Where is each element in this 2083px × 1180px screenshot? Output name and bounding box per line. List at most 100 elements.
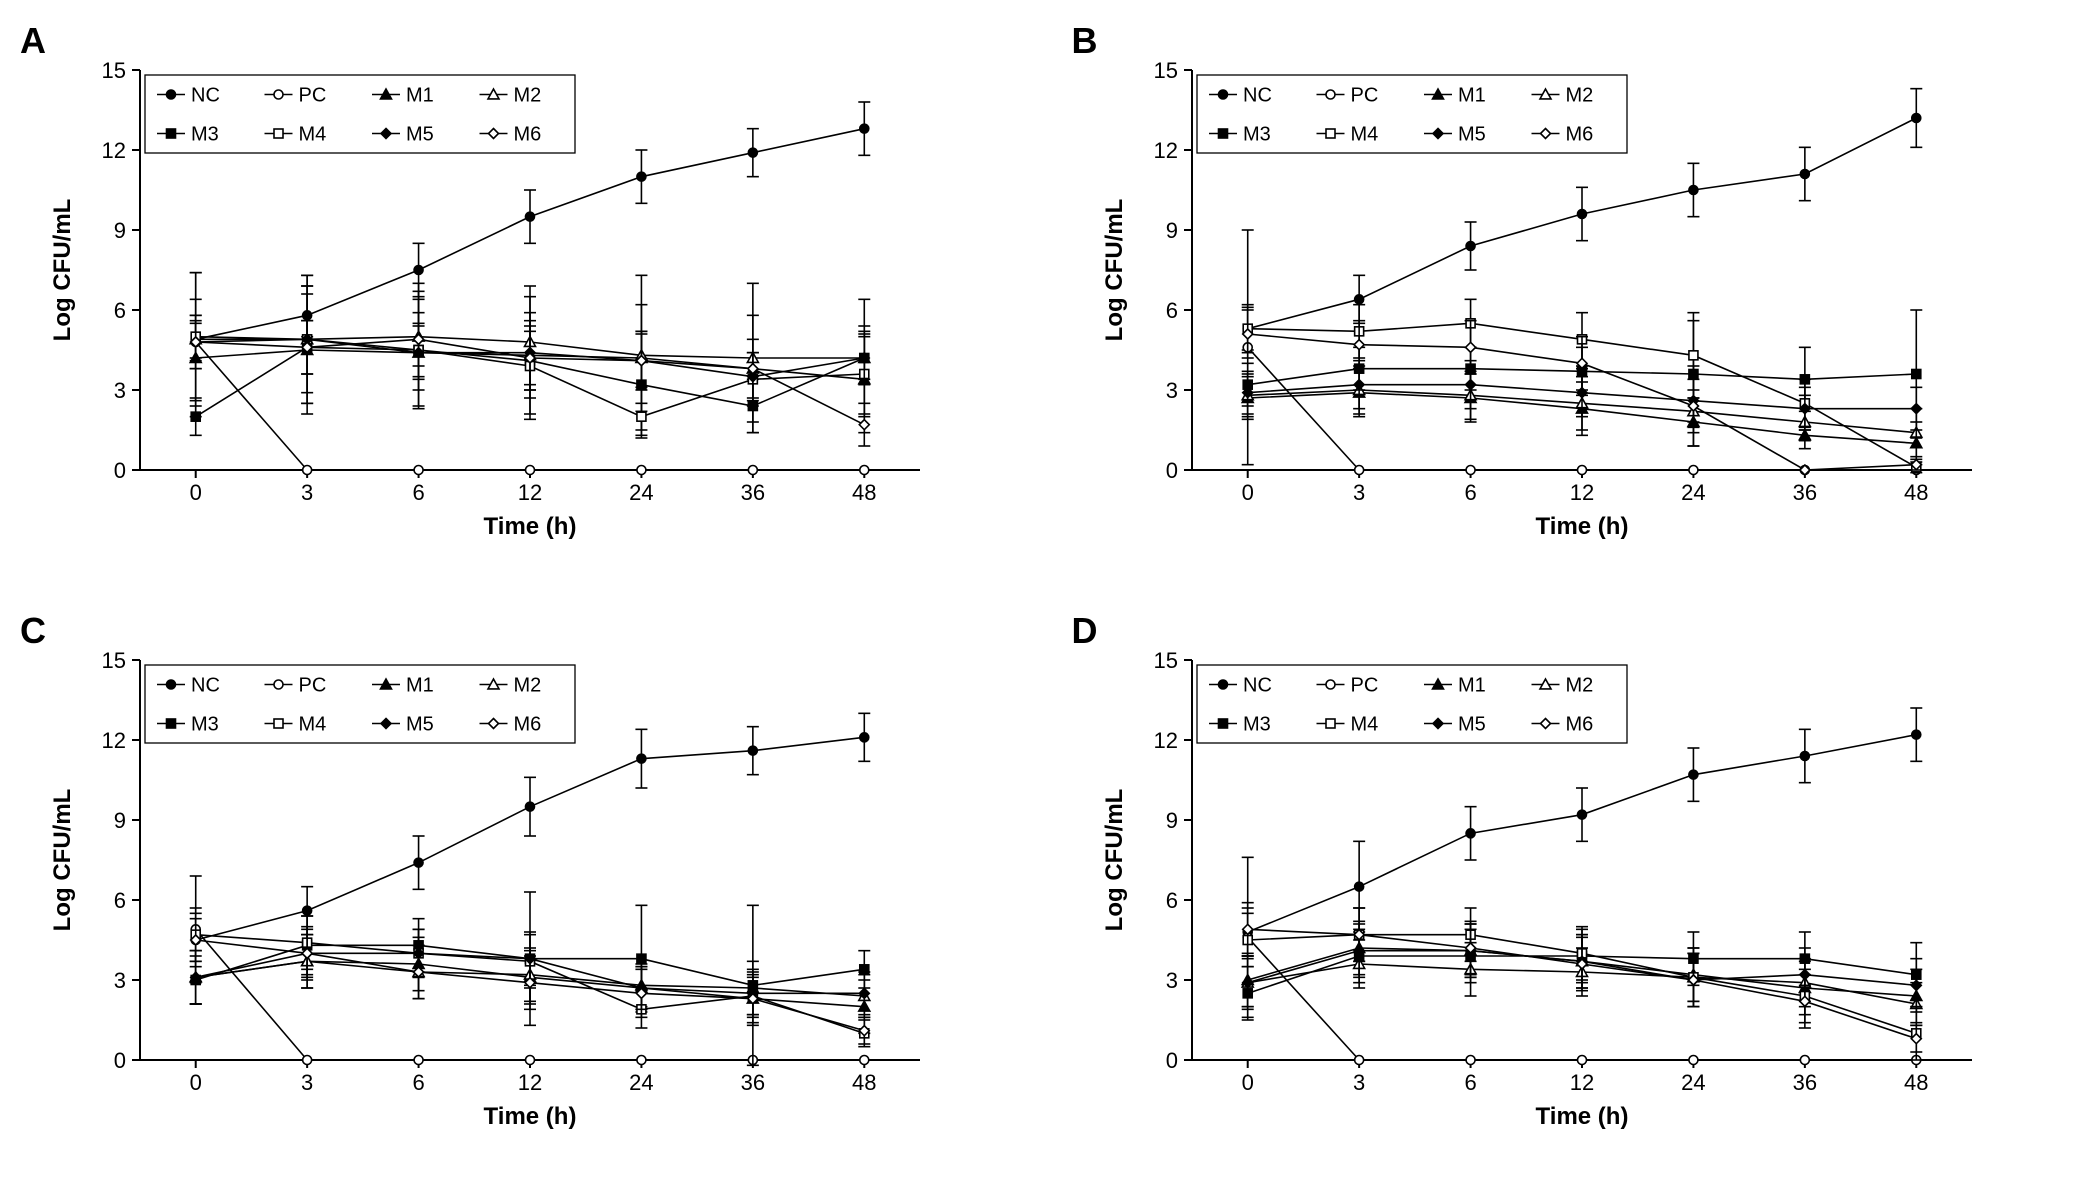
svg-text:6: 6 xyxy=(1165,888,1177,913)
svg-text:12: 12 xyxy=(102,728,126,753)
legend: NCPCM1M2M3M4M5M6 xyxy=(1197,665,1627,743)
svg-text:Log CFU/mL: Log CFU/mL xyxy=(1101,789,1128,932)
chart-A: 0369121503612243648Time (h)Log CFU/mLNCP… xyxy=(20,20,950,560)
series-M6 xyxy=(1241,903,1922,1052)
svg-text:9: 9 xyxy=(1165,218,1177,243)
svg-text:6: 6 xyxy=(412,480,424,505)
svg-text:M5: M5 xyxy=(406,124,434,146)
svg-text:12: 12 xyxy=(1569,1070,1593,1095)
svg-text:Log CFU/mL: Log CFU/mL xyxy=(49,789,76,932)
svg-text:12: 12 xyxy=(518,480,542,505)
svg-text:0: 0 xyxy=(1241,1070,1253,1095)
svg-text:NC: NC xyxy=(1243,85,1272,107)
panel-label-D: D xyxy=(1072,610,1098,652)
svg-text:M4: M4 xyxy=(1350,124,1378,146)
svg-text:0: 0 xyxy=(114,458,126,483)
svg-text:48: 48 xyxy=(852,480,876,505)
chart-D: 0369121503612243648Time (h)Log CFU/mLNCP… xyxy=(1072,610,2002,1150)
svg-text:M3: M3 xyxy=(1243,124,1271,146)
series-group xyxy=(1241,708,1922,1065)
panel-C: C 0369121503612243648Time (h)Log CFU/mLN… xyxy=(20,610,992,1160)
svg-text:6: 6 xyxy=(412,1070,424,1095)
svg-text:6: 6 xyxy=(1464,1070,1476,1095)
panel-D: D 0369121503612243648Time (h)Log CFU/mLN… xyxy=(1072,610,2044,1160)
svg-text:M4: M4 xyxy=(1350,714,1378,736)
svg-text:3: 3 xyxy=(1165,378,1177,403)
svg-text:9: 9 xyxy=(114,808,126,833)
svg-text:Time (h): Time (h) xyxy=(1535,513,1628,540)
svg-text:M5: M5 xyxy=(1458,714,1486,736)
svg-text:M4: M4 xyxy=(299,124,327,146)
svg-text:M2: M2 xyxy=(514,85,542,107)
svg-text:M1: M1 xyxy=(1458,85,1486,107)
svg-text:PC: PC xyxy=(299,675,327,697)
svg-text:Time (h): Time (h) xyxy=(1535,1103,1628,1130)
svg-text:M5: M5 xyxy=(1458,124,1486,146)
svg-text:15: 15 xyxy=(1153,648,1177,673)
svg-text:12: 12 xyxy=(102,138,126,163)
svg-text:15: 15 xyxy=(1153,58,1177,83)
svg-text:NC: NC xyxy=(191,85,220,107)
panel-B: B 0369121503612243648Time (h)Log CFU/mLN… xyxy=(1072,20,2044,570)
svg-text:0: 0 xyxy=(1165,1048,1177,1073)
svg-text:12: 12 xyxy=(1569,480,1593,505)
svg-text:36: 36 xyxy=(741,480,765,505)
svg-text:Time (h): Time (h) xyxy=(484,1103,577,1130)
svg-text:3: 3 xyxy=(1165,968,1177,993)
svg-text:M3: M3 xyxy=(191,714,219,736)
svg-text:3: 3 xyxy=(301,1070,313,1095)
svg-text:Log CFU/mL: Log CFU/mL xyxy=(49,199,76,342)
svg-text:3: 3 xyxy=(114,968,126,993)
svg-text:0: 0 xyxy=(1241,480,1253,505)
svg-text:M2: M2 xyxy=(514,675,542,697)
svg-text:M2: M2 xyxy=(1565,675,1593,697)
chart-C: 0369121503612243648Time (h)Log CFU/mLNCP… xyxy=(20,610,950,1150)
svg-text:48: 48 xyxy=(1904,480,1928,505)
series-NC xyxy=(1241,708,1922,956)
svg-text:36: 36 xyxy=(1792,1070,1816,1095)
svg-text:0: 0 xyxy=(1165,458,1177,483)
svg-text:12: 12 xyxy=(1153,728,1177,753)
svg-text:48: 48 xyxy=(852,1070,876,1095)
panel-label-C: C xyxy=(20,610,46,652)
svg-text:36: 36 xyxy=(1792,480,1816,505)
svg-text:0: 0 xyxy=(190,480,202,505)
panel-label-B: B xyxy=(1072,20,1098,62)
svg-text:M2: M2 xyxy=(1565,85,1593,107)
svg-text:9: 9 xyxy=(1165,808,1177,833)
svg-text:3: 3 xyxy=(301,480,313,505)
svg-text:M6: M6 xyxy=(1565,124,1593,146)
svg-text:6: 6 xyxy=(1165,298,1177,323)
svg-text:M4: M4 xyxy=(299,714,327,736)
svg-text:12: 12 xyxy=(518,1070,542,1095)
svg-text:48: 48 xyxy=(1904,1070,1928,1095)
svg-text:0: 0 xyxy=(190,1070,202,1095)
svg-text:6: 6 xyxy=(114,298,126,323)
svg-text:6: 6 xyxy=(114,888,126,913)
svg-text:3: 3 xyxy=(1353,480,1365,505)
svg-text:PC: PC xyxy=(1350,675,1378,697)
svg-text:24: 24 xyxy=(629,1070,653,1095)
svg-text:NC: NC xyxy=(1243,675,1272,697)
legend: NCPCM1M2M3M4M5M6 xyxy=(145,665,575,743)
chart-B: 0369121503612243648Time (h)Log CFU/mLNCP… xyxy=(1072,20,2002,560)
svg-text:M6: M6 xyxy=(1565,714,1593,736)
svg-text:24: 24 xyxy=(1681,1070,1705,1095)
svg-text:PC: PC xyxy=(299,85,327,107)
svg-text:24: 24 xyxy=(1681,480,1705,505)
svg-text:6: 6 xyxy=(1464,480,1476,505)
svg-text:24: 24 xyxy=(629,480,653,505)
svg-text:M6: M6 xyxy=(514,714,542,736)
figure-grid: A 0369121503612243648Time (h)Log CFU/mLN… xyxy=(0,0,2083,1180)
legend: NCPCM1M2M3M4M5M6 xyxy=(1197,75,1627,153)
svg-text:M6: M6 xyxy=(514,124,542,146)
svg-text:0: 0 xyxy=(114,1048,126,1073)
svg-text:Log CFU/mL: Log CFU/mL xyxy=(1101,199,1128,342)
legend: NCPCM1M2M3M4M5M6 xyxy=(145,75,575,153)
series-group xyxy=(190,102,871,475)
svg-text:15: 15 xyxy=(102,648,126,673)
svg-text:M3: M3 xyxy=(191,124,219,146)
series-group xyxy=(190,713,871,1065)
panel-label-A: A xyxy=(20,20,46,62)
svg-text:NC: NC xyxy=(191,675,220,697)
